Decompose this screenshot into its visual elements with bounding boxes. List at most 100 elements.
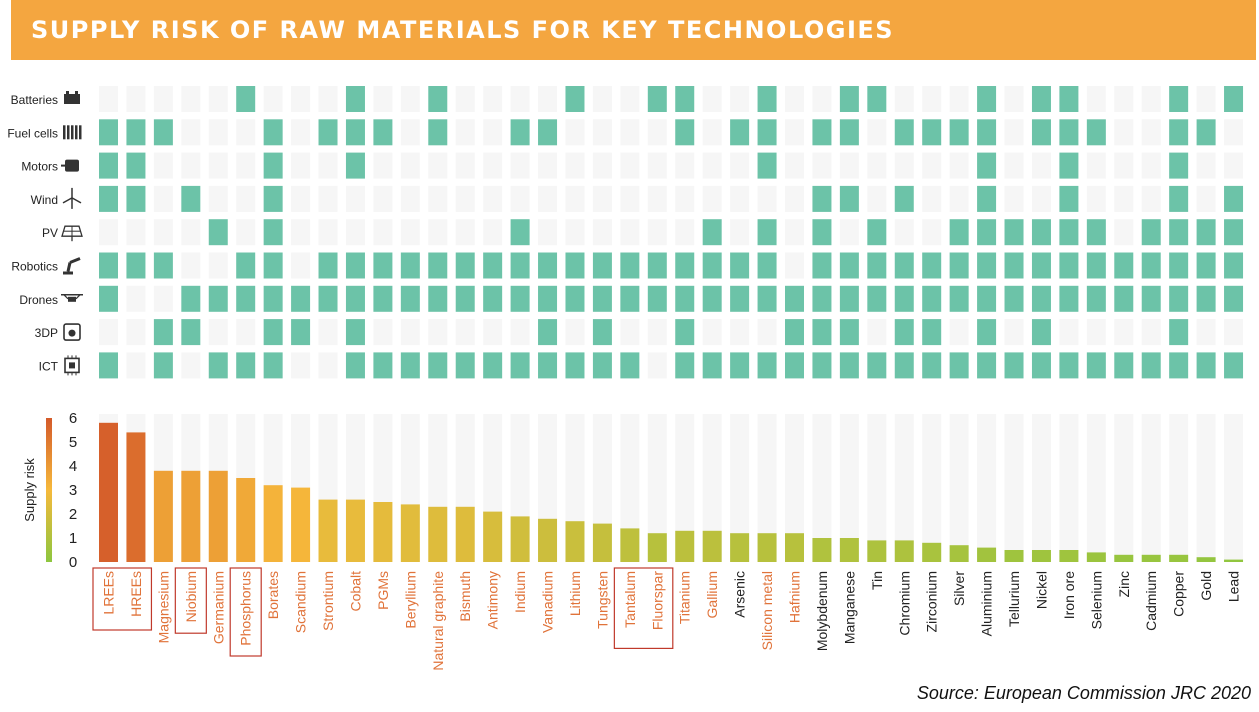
- bar: [1004, 550, 1024, 562]
- matrix-cell: [867, 152, 887, 179]
- matrix-cell: [428, 352, 448, 379]
- matrix-cell: [757, 119, 777, 146]
- technology-matrix: [99, 86, 1244, 379]
- matrix-cell: [428, 185, 448, 212]
- matrix-cell: [291, 352, 311, 379]
- matrix-cell: [1004, 219, 1024, 246]
- technology-name: Fuel cells: [7, 126, 58, 140]
- matrix-cell: [894, 319, 914, 346]
- matrix-cell: [922, 152, 942, 179]
- technology-row-label: Motors: [21, 159, 79, 174]
- matrix-cell: [373, 285, 393, 312]
- matrix-cell: [291, 252, 311, 279]
- matrix-cell: [1224, 285, 1244, 312]
- matrix-cell: [153, 352, 173, 379]
- matrix-cell: [1086, 352, 1106, 379]
- matrix-cell: [1224, 352, 1244, 379]
- x-tick-label: Indium: [512, 571, 528, 613]
- matrix-cell: [1031, 185, 1051, 212]
- matrix-cell: [702, 352, 722, 379]
- x-tick-label: Strontium: [320, 571, 336, 631]
- bar-background: [839, 414, 859, 562]
- x-tick-label: Vanadium: [540, 571, 556, 633]
- matrix-cell: [977, 185, 997, 212]
- matrix-cell: [730, 86, 750, 112]
- matrix-cell: [702, 152, 722, 179]
- matrix-cell: [949, 285, 969, 312]
- matrix-cell: [867, 352, 887, 379]
- bar: [181, 470, 201, 562]
- matrix-cell: [730, 219, 750, 246]
- matrix-cell: [181, 319, 201, 346]
- matrix-cell: [538, 152, 558, 179]
- x-tick-label: LREEs: [101, 571, 117, 615]
- matrix-cell: [1031, 319, 1051, 346]
- matrix-cell: [1169, 86, 1189, 112]
- matrix-cell: [236, 119, 256, 146]
- risk-color-scale: [46, 418, 52, 562]
- bar: [785, 533, 804, 562]
- matrix-cell: [345, 185, 365, 212]
- matrix-cell: [1059, 285, 1079, 312]
- matrix-cell: [675, 119, 695, 146]
- matrix-cell: [922, 219, 942, 246]
- matrix-cell: [565, 319, 585, 346]
- x-tick-label: Cobalt: [347, 571, 363, 612]
- matrix-cell: [400, 219, 420, 246]
- matrix-cell: [208, 319, 228, 346]
- matrix-cell: [263, 152, 283, 179]
- matrix-cell: [977, 319, 997, 346]
- matrix-cell: [1031, 86, 1051, 112]
- bar: [812, 538, 832, 562]
- matrix-cell: [1059, 185, 1079, 212]
- matrix-cell: [181, 185, 201, 212]
- matrix-cell: [922, 119, 942, 146]
- matrix-cell: [1196, 152, 1216, 179]
- technology-name: PV: [42, 226, 58, 240]
- matrix-cell: [1196, 219, 1216, 246]
- matrix-cell: [345, 86, 365, 112]
- matrix-cell: [400, 119, 420, 146]
- matrix-cell: [592, 219, 612, 246]
- matrix-cell: [1196, 119, 1216, 146]
- matrix-cell: [647, 285, 667, 312]
- matrix-cell: [647, 86, 667, 112]
- matrix-cell: [894, 219, 914, 246]
- bar: [1031, 550, 1051, 562]
- matrix-cell: [620, 219, 640, 246]
- matrix-cell: [647, 219, 667, 246]
- matrix-cell: [153, 185, 173, 212]
- matrix-cell: [510, 352, 530, 379]
- highlight-boxes: [92, 567, 674, 657]
- matrix-cell: [291, 285, 311, 312]
- matrix-cell: [455, 285, 475, 312]
- drone-icon: [61, 294, 83, 302]
- matrix-cell: [867, 86, 887, 112]
- y-tick-label: 1: [69, 530, 77, 547]
- matrix-cell: [1086, 319, 1106, 346]
- matrix-cell: [922, 285, 942, 312]
- matrix-cell: [867, 285, 887, 312]
- bar: [455, 506, 475, 562]
- bar: [867, 540, 887, 562]
- matrix-cell: [510, 319, 530, 346]
- matrix-cell: [483, 86, 503, 112]
- matrix-cell: [236, 86, 256, 112]
- technology-row-label: PV: [42, 225, 83, 242]
- x-tick-label: Beryllium: [402, 571, 418, 629]
- matrix-cell: [702, 185, 722, 212]
- matrix-cell: [99, 86, 118, 112]
- matrix-cell: [949, 185, 969, 212]
- matrix-cell: [1086, 86, 1106, 112]
- matrix-cell: [785, 86, 804, 112]
- x-tick-label: Cadmium: [1143, 571, 1159, 631]
- matrix-cell: [977, 152, 997, 179]
- matrix-cell: [1004, 119, 1024, 146]
- matrix-cell: [538, 119, 558, 146]
- matrix-cell: [291, 185, 311, 212]
- x-tick-label: Arsenic: [732, 571, 748, 618]
- matrix-cell: [620, 86, 640, 112]
- matrix-cell: [647, 352, 667, 379]
- matrix-cell: [812, 252, 832, 279]
- matrix-cell: [620, 152, 640, 179]
